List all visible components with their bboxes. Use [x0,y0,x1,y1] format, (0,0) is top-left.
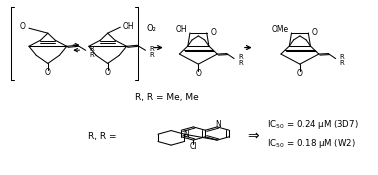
Text: R: R [339,54,344,60]
Text: N: N [215,120,221,129]
Text: IC$_{50}$ = 0.24 μM (3D7): IC$_{50}$ = 0.24 μM (3D7) [267,118,359,131]
Text: N: N [183,130,189,139]
Text: O: O [19,22,25,31]
Text: ⇒: ⇒ [247,128,259,142]
Text: R: R [339,60,344,66]
Text: OH: OH [175,25,187,34]
Text: R: R [238,54,243,60]
Text: O: O [195,69,201,78]
Text: R: R [90,52,94,58]
Text: R: R [150,52,155,58]
Text: O₂: O₂ [146,24,156,33]
Text: OH: OH [122,22,134,31]
Text: OMe: OMe [272,25,289,34]
Text: O: O [45,68,51,77]
Text: R, R =: R, R = [88,132,116,141]
Text: R, R = Me, Me: R, R = Me, Me [135,93,198,102]
Text: O: O [312,27,318,37]
Text: O: O [105,68,111,77]
Text: Cl: Cl [190,142,197,151]
Text: R: R [150,46,155,52]
Text: O: O [297,69,303,78]
Text: R: R [238,60,243,66]
Text: R: R [90,46,94,52]
Text: O: O [210,27,216,37]
Text: IC$_{50}$ = 0.18 μM (W2): IC$_{50}$ = 0.18 μM (W2) [267,137,356,150]
